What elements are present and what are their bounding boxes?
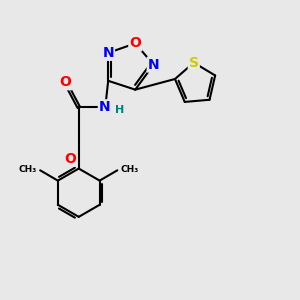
Text: N: N [99,100,110,114]
Text: O: O [60,75,71,89]
Text: O: O [129,36,141,50]
Text: H: H [115,105,124,115]
Text: O: O [64,152,76,166]
Text: N: N [148,58,159,72]
Text: CH₃: CH₃ [120,165,139,174]
Text: CH₃: CH₃ [19,165,37,174]
Text: N: N [102,46,114,60]
Text: S: S [189,56,199,70]
